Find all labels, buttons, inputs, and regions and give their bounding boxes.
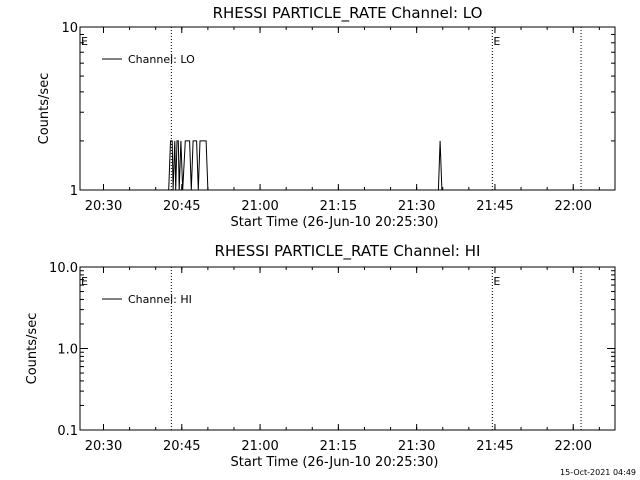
- chart-panel-2: RHESSI PARTICLE_RATE Channel: HI 20:30 20:…: [25, 242, 616, 470]
- x-tick-label: 20:30: [85, 439, 122, 454]
- x-tick-label: 20:45: [163, 199, 200, 214]
- x-tick-label: 21:30: [398, 199, 435, 214]
- y-axis-label: Counts/sec: [37, 73, 52, 145]
- chart-title: RHESSI PARTICLE_RATE Channel: HI: [215, 242, 481, 261]
- timestamp: 15-Oct-2021 04:49: [560, 468, 636, 477]
- event-marker-1: E: [81, 35, 88, 48]
- plot-frame: [79, 266, 616, 431]
- x-tick-label: 21:45: [476, 439, 513, 454]
- legend-label: Channel: LO: [128, 53, 195, 66]
- y-tick-label: 10: [61, 21, 78, 36]
- y-tick-label: 10.0: [49, 261, 78, 276]
- x-tick-label: 20:30: [85, 199, 122, 214]
- x-tick-label: 21:00: [241, 199, 278, 214]
- x-tick-label: 21:30: [398, 439, 435, 454]
- event-marker-1: E: [81, 275, 88, 288]
- event-marker-2: E: [493, 35, 500, 48]
- event-marker-2: E: [493, 275, 500, 288]
- x-axis-label: Start Time (26-Jun-10 20:25:30): [231, 455, 439, 470]
- y-axis-label: Counts/sec: [25, 313, 40, 385]
- plot-frame: [79, 26, 616, 191]
- x-tick-label: 22:00: [555, 199, 592, 214]
- legend-label: Channel: HI: [128, 293, 192, 306]
- x-tick-label: 21:15: [320, 199, 357, 214]
- y-tick-label: 0.1: [57, 424, 78, 439]
- y-tick-label: 1.0: [57, 343, 78, 358]
- chart-title: RHESSI PARTICLE_RATE Channel: LO: [213, 4, 483, 23]
- x-axis-label: Start Time (26-Jun-10 20:25:30): [231, 215, 439, 230]
- x-tick-label: 21:15: [320, 439, 357, 454]
- series-line-1: [80, 140, 615, 191]
- x-tick-label: 20:45: [163, 439, 200, 454]
- y-tick-label: 1: [70, 184, 78, 199]
- x-tick-label: 21:45: [476, 199, 513, 214]
- x-tick-label: 22:00: [555, 439, 592, 454]
- chart-panel-1: RHESSI PARTICLE_RATE Channel: LO 20:30 20:…: [37, 4, 616, 230]
- x-tick-label: 21:00: [241, 439, 278, 454]
